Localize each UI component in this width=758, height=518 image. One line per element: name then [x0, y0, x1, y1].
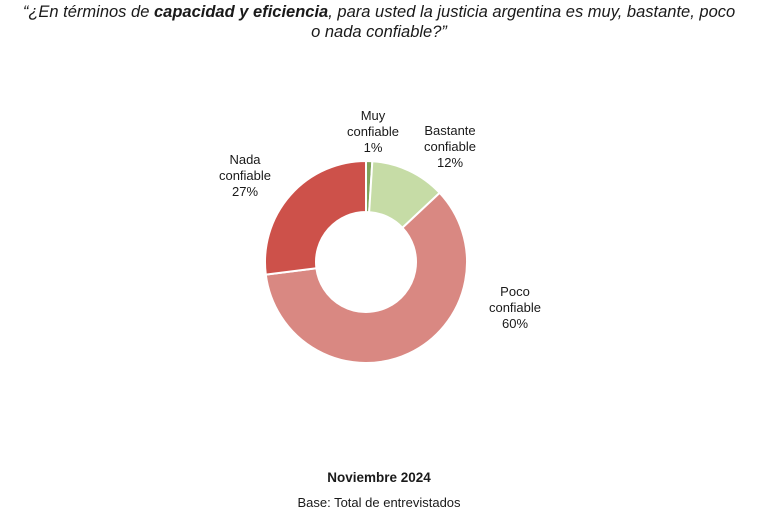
- slice-label-line2: confiable: [423, 139, 477, 154]
- slice-value-label: 27%: [231, 184, 259, 199]
- slice-value-label: 1%: [363, 140, 383, 155]
- slice-label-line1: Nada: [229, 152, 261, 167]
- slice-label-poco-confiable: Poco confiable 60%: [480, 284, 550, 332]
- survey-base: Base: Total de entrevistados: [297, 495, 461, 510]
- title-prefix: “¿En términos de: [22, 3, 154, 21]
- slice-label-line2: confiable: [346, 124, 400, 139]
- donut-slice-poco: [264, 191, 468, 364]
- slice-label-bastante-confiable: Bastante confiable 12%: [415, 123, 485, 171]
- title-line-1: “¿En términos de capacidad y eficiencia,…: [0, 2, 758, 22]
- slice-label-line2: confiable: [218, 168, 272, 183]
- slice-label-line1: Poco: [500, 284, 530, 299]
- title-emphasis: capacidad y eficiencia: [153, 3, 329, 21]
- title-rest: , para usted la justicia argentina es mu…: [328, 3, 736, 21]
- chart-title: “¿En términos de capacidad y eficiencia,…: [0, 2, 758, 42]
- survey-date: Noviembre 2024: [327, 470, 431, 485]
- slice-value-label: 12%: [436, 155, 464, 170]
- slice-label-nada-confiable: Nada confiable 27%: [210, 152, 280, 200]
- slice-label-line1: Muy: [360, 108, 386, 123]
- slice-value-label: 60%: [501, 316, 529, 331]
- slice-label-line1: Bastante: [424, 123, 476, 138]
- donut-slices: [264, 159, 468, 364]
- title-line-2: o nada confiable?”: [311, 23, 447, 41]
- donut-slice-nada: [264, 159, 367, 276]
- slice-label-line2: confiable: [488, 300, 542, 315]
- slice-label-muy-confiable: Muy confiable 1%: [343, 108, 403, 156]
